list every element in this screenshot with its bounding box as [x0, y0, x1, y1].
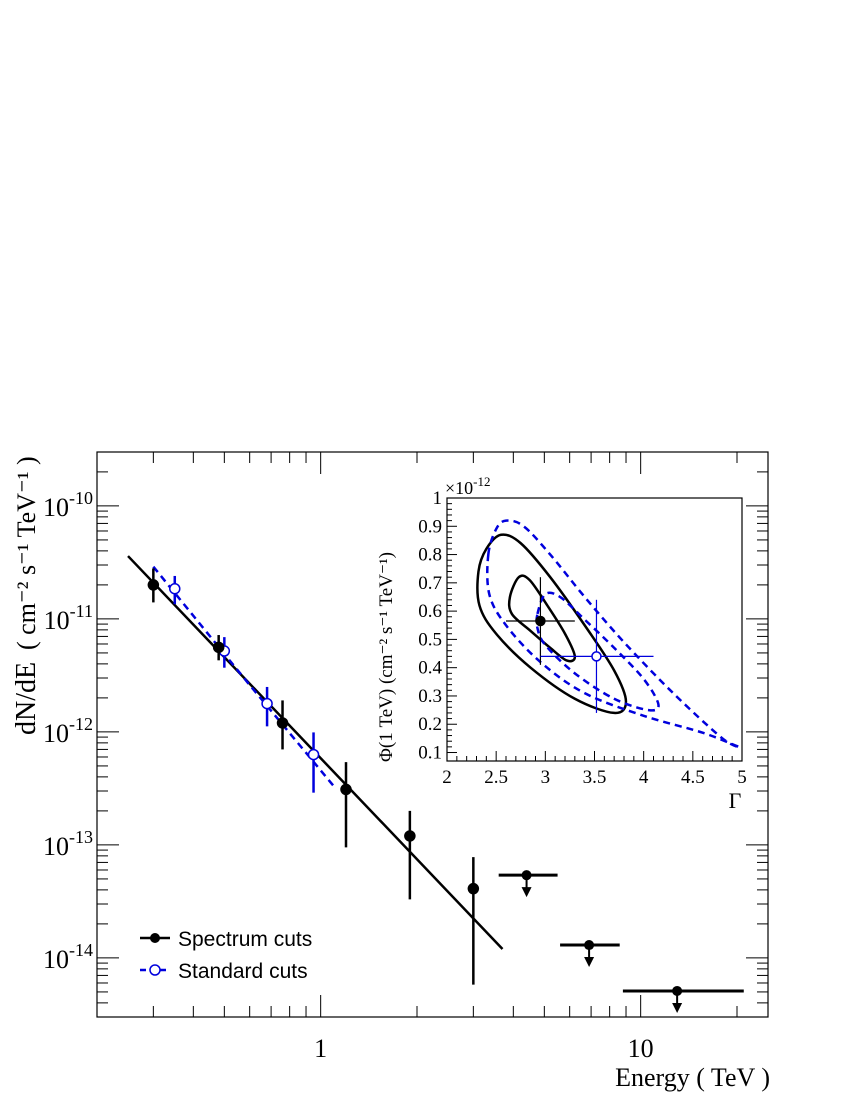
standard-fit-line — [152, 565, 335, 788]
inset-x-tick-label: 4.5 — [681, 767, 705, 788]
standard-point — [307, 748, 320, 761]
inset-x-tick-label: 3 — [541, 767, 551, 788]
spectrum-best-fit-point — [535, 615, 546, 627]
y-axis-label-units: ( cm⁻² s⁻¹ TeV⁻¹ ) — [12, 456, 41, 650]
inset-y-tick-label: 1 — [433, 488, 443, 509]
upper-limit-arrow — [672, 1002, 683, 1013]
inset-tick-labels: 2 2.5 3 3.5 4 4.5 5 0.1 0.2 0.3 0.4 0.5 0.6 0.7 0.8 0.9… — [418, 488, 747, 788]
contour-standard-inner — [535, 591, 660, 712]
x-tick-label: 1 — [314, 1034, 327, 1063]
spectrum-point — [147, 579, 160, 591]
y-tick-label: 10-11 — [44, 601, 93, 635]
y-axis-label: dN/dE — [11, 662, 42, 735]
standard-point — [169, 582, 181, 595]
main-axis-ticks — [96, 451, 768, 1018]
inset-x-tick-label: 4 — [639, 767, 649, 788]
spectrum-point — [404, 830, 416, 842]
inset-y-tick-label: 0.4 — [418, 658, 442, 679]
inset-axis-ticks — [446, 497, 743, 761]
legend: Spectrum cuts Standard cuts — [140, 928, 312, 983]
y-tick-label: 10-12 — [43, 714, 93, 748]
inset-y-exponent: ×10-12 — [445, 474, 491, 498]
contour-spectrum-outer — [476, 533, 628, 715]
y-tick-label: 10-13 — [43, 827, 93, 861]
legend-marker-standard — [149, 964, 161, 976]
upper-limit-arrow — [521, 887, 532, 898]
upper-limit-point — [672, 985, 683, 996]
inset-y-tick-label: 0.6 — [418, 601, 442, 622]
main-plot-border — [96, 451, 769, 1018]
inset-y-tick-label: 0.1 — [418, 743, 442, 764]
inset-y-tick-label: 0.3 — [418, 686, 442, 707]
upper-limit-point — [521, 870, 532, 881]
inset-x-tick-label: 2.5 — [484, 767, 508, 788]
legend-label-standard: Standard cuts — [178, 960, 308, 983]
upper-limit-point — [584, 940, 595, 951]
y-axis-label-main: dN/dE — [11, 662, 42, 735]
inset-best-fit-points — [506, 577, 654, 713]
main-plot-frame — [96, 451, 769, 1018]
inset-y-tick-label: 0.8 — [418, 545, 442, 566]
y-tick-label: 10-14 — [43, 940, 93, 974]
inset-x-tick-label: 3.5 — [583, 767, 607, 788]
y-axis-units: ( cm⁻² s⁻¹ TeV⁻¹ ) — [12, 456, 41, 650]
spectrum-point — [212, 641, 225, 654]
data-points — [147, 568, 744, 1013]
legend-marker-spectrum — [150, 933, 160, 943]
y-tick-label: 10-10 — [43, 488, 93, 522]
x-tick-label: 10 — [628, 1034, 654, 1063]
contour-standard-outer — [486, 519, 741, 749]
inset-y-axis-label: Φ(1 TeV) (cm⁻² s⁻¹ TeV⁻¹) — [376, 552, 397, 762]
spectrum-point — [467, 882, 480, 895]
inset-y-tick-label: 0.9 — [418, 516, 442, 537]
inset-x-axis-label: Γ — [729, 788, 742, 813]
inset-y-tick-label: 0.7 — [418, 573, 442, 594]
x-axis-label: Energy ( TeV ) — [615, 1063, 770, 1092]
legend-label-spectrum: Spectrum cuts — [178, 928, 312, 951]
svg-text:( cm⁻² s⁻¹ TeV⁻¹ ): ( cm⁻² s⁻¹ TeV⁻¹ ) — [12, 456, 41, 650]
upper-limit-arrow — [584, 957, 595, 968]
inset-x-tick-label: 5 — [737, 767, 747, 788]
spectrum-point — [340, 783, 352, 796]
inset-y-tick-label: 0.5 — [418, 629, 442, 650]
inset-x-tick-label: 2 — [442, 767, 452, 788]
standard-point — [261, 697, 273, 710]
inset-y-tick-label: 0.2 — [418, 714, 442, 735]
standard-best-fit-point — [591, 651, 602, 662]
spectrum-point — [276, 717, 289, 729]
axis-tick-labels: 1 10 10-10 10-11 10-12 10-13 10-14 — [43, 488, 654, 1063]
svg-text:dN/dE: dN/dE — [11, 662, 42, 735]
